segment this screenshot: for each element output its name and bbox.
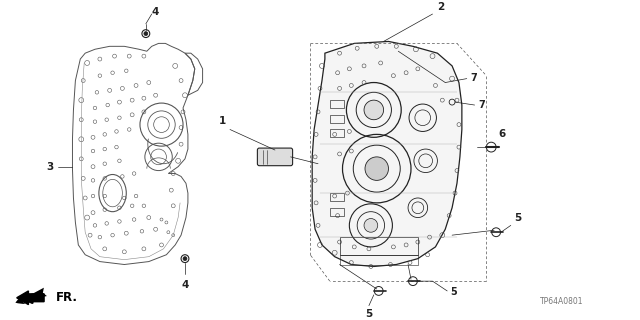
Bar xyxy=(330,130,344,137)
Text: 3: 3 xyxy=(47,162,54,172)
Polygon shape xyxy=(312,41,462,267)
Circle shape xyxy=(183,257,187,260)
Text: 6: 6 xyxy=(498,129,506,139)
Text: TP64A0801: TP64A0801 xyxy=(540,297,584,306)
Text: 4: 4 xyxy=(152,7,159,17)
Text: 2: 2 xyxy=(437,2,445,12)
Text: 5: 5 xyxy=(514,213,521,223)
FancyBboxPatch shape xyxy=(257,148,292,166)
Bar xyxy=(340,255,418,265)
Circle shape xyxy=(364,100,383,120)
Circle shape xyxy=(364,219,378,232)
Bar xyxy=(330,193,344,201)
Text: 1: 1 xyxy=(219,116,226,125)
Text: FR.: FR. xyxy=(56,291,78,304)
Circle shape xyxy=(144,32,148,36)
Text: 5: 5 xyxy=(365,308,372,318)
Text: 7: 7 xyxy=(470,73,477,83)
Text: 4: 4 xyxy=(181,280,189,290)
Bar xyxy=(330,100,344,108)
Text: 5: 5 xyxy=(450,287,457,297)
Bar xyxy=(330,208,344,216)
FancyArrow shape xyxy=(17,291,44,305)
Circle shape xyxy=(365,157,388,180)
Text: 7: 7 xyxy=(479,100,485,110)
Bar xyxy=(330,115,344,123)
Bar xyxy=(340,237,418,255)
